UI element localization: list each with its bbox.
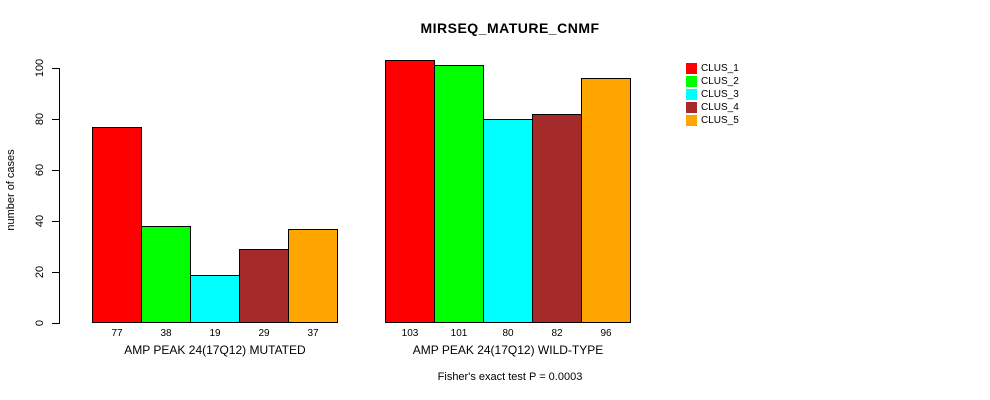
bar-value-label: 77 — [111, 328, 123, 339]
legend-item: CLUS_4 — [686, 101, 739, 114]
legend-label: CLUS_4 — [701, 102, 739, 113]
legend-swatch — [686, 76, 697, 87]
bar-clus_4-group1 — [239, 249, 289, 323]
bar-clus_5-group2 — [581, 78, 631, 323]
bar-clus_2-group1 — [141, 226, 191, 323]
legend-swatch — [686, 102, 697, 113]
legend-label: CLUS_1 — [701, 63, 739, 74]
y-axis-tick-mark — [52, 323, 59, 324]
group-label-wildtype: AMP PEAK 24(17Q12) WILD-TYPE — [412, 343, 604, 357]
bar-clus_1-group1 — [92, 127, 142, 323]
y-axis-tick-mark — [52, 119, 59, 120]
bar-value-label: 82 — [551, 328, 563, 339]
bar-clus_4-group2 — [532, 114, 582, 323]
legend-label: CLUS_2 — [701, 76, 739, 87]
y-axis-tick-label: 0 — [34, 319, 46, 327]
legend-swatch — [686, 63, 697, 74]
bar-value-label: 29 — [258, 328, 270, 339]
bar-clus_1-group2 — [385, 60, 435, 323]
fisher-test-annotation: Fisher's exact test P = 0.0003 — [437, 371, 583, 383]
bar-clus_2-group2 — [434, 65, 484, 323]
y-axis-tick-mark — [52, 272, 59, 273]
legend-swatch — [686, 89, 697, 100]
bar-value-label: 37 — [307, 328, 319, 339]
y-axis-tick-mark — [52, 170, 59, 171]
bar-value-label: 103 — [401, 328, 419, 339]
legend-item: CLUS_2 — [686, 75, 739, 88]
y-axis-tick-label: 80 — [34, 112, 46, 126]
y-axis-tick-label: 20 — [34, 265, 46, 279]
legend-item: CLUS_3 — [686, 88, 739, 101]
bar-clus_3-group2 — [483, 119, 533, 323]
legend-item: CLUS_5 — [686, 114, 739, 127]
y-axis-line — [59, 68, 60, 324]
bar-value-label: 38 — [160, 328, 172, 339]
bar-value-label: 96 — [600, 328, 612, 339]
legend: CLUS_1 CLUS_2 CLUS_3 CLUS_4 CLUS_5 — [686, 62, 739, 127]
bar-value-label: 101 — [450, 328, 468, 339]
legend-swatch — [686, 115, 697, 126]
bar-value-label: 19 — [209, 328, 221, 339]
y-axis-tick-label: 60 — [34, 163, 46, 177]
bar-clus_5-group1 — [288, 229, 338, 323]
group-label-mutated: AMP PEAK 24(17Q12) MUTATED — [124, 343, 306, 357]
y-axis-title: number of cases — [5, 149, 17, 231]
bar-clus_3-group1 — [190, 275, 240, 323]
legend-label: CLUS_5 — [701, 115, 739, 126]
y-axis-tick-label: 100 — [34, 58, 46, 78]
y-axis-tick-mark — [52, 68, 59, 69]
legend-label: CLUS_3 — [701, 89, 739, 100]
y-axis-tick-label: 40 — [34, 214, 46, 228]
bar-value-label: 80 — [502, 328, 514, 339]
chart-title: MIRSEQ_MATURE_CNMF — [420, 20, 600, 36]
legend-item: CLUS_1 — [686, 62, 739, 75]
y-axis-tick-mark — [52, 221, 59, 222]
